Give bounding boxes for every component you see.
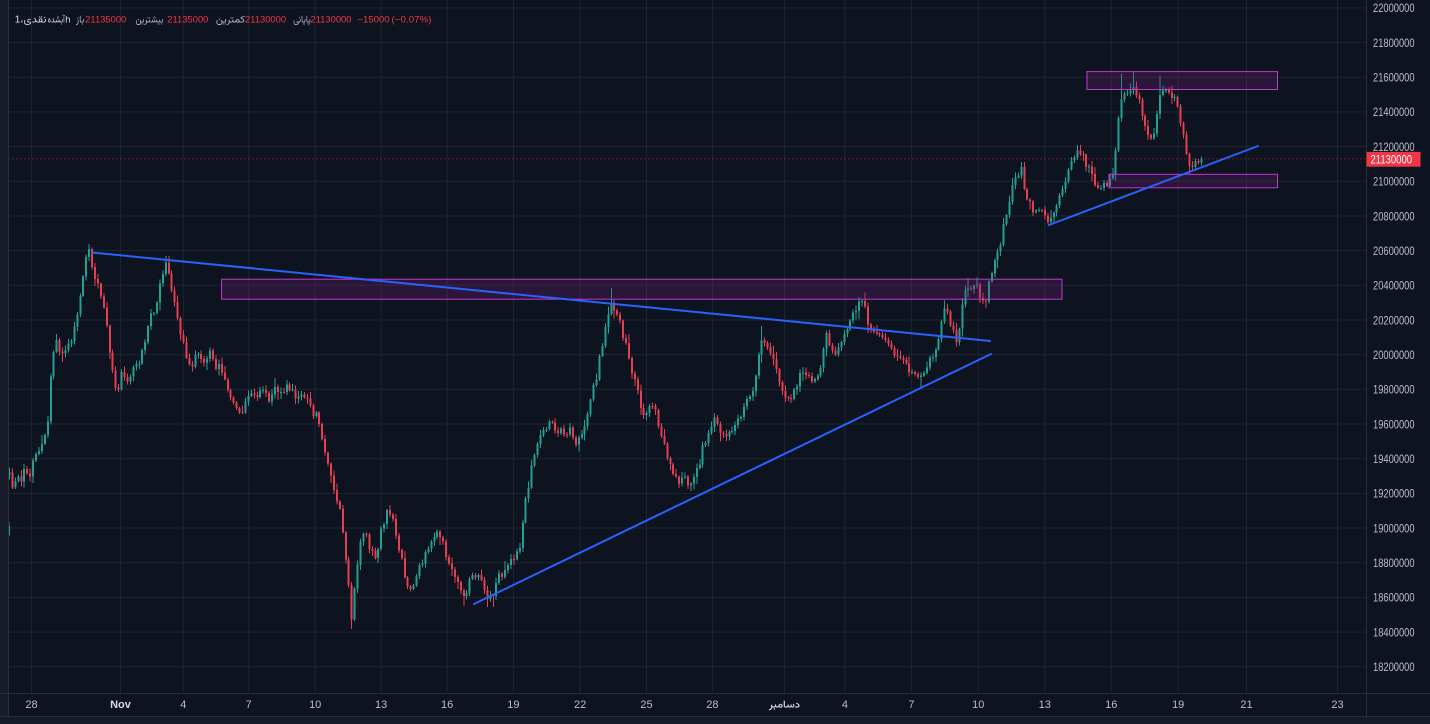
svg-text:23: 23 [1331, 699, 1343, 711]
svg-text:19: 19 [1172, 699, 1184, 711]
svg-text:18600000: 18600000 [1373, 591, 1415, 605]
svg-text:16: 16 [441, 699, 453, 711]
svg-text:25: 25 [640, 699, 652, 711]
svg-text:4: 4 [180, 699, 186, 711]
svg-text:21135000: 21135000 [85, 15, 126, 25]
svg-text:21130000: 21130000 [310, 15, 351, 25]
svg-text:22000000: 22000000 [1373, 1, 1415, 15]
svg-text:28: 28 [25, 699, 37, 711]
svg-text:−15000: −15000 [358, 15, 390, 25]
svg-text:19600000: 19600000 [1373, 417, 1415, 431]
svg-text:21135000: 21135000 [167, 15, 208, 25]
svg-text:(−0.07%): (−0.07%) [392, 15, 432, 25]
svg-text:Nov: Nov [110, 699, 132, 711]
svg-text:20600000: 20600000 [1373, 244, 1415, 258]
svg-text:13: 13 [1039, 699, 1051, 711]
svg-text:h: h [65, 15, 70, 26]
svg-text:18800000: 18800000 [1373, 556, 1415, 570]
svg-text:7: 7 [908, 699, 914, 711]
svg-text:19000000: 19000000 [1373, 521, 1415, 535]
svg-text:18200000: 18200000 [1373, 660, 1415, 674]
svg-text:21600000: 21600000 [1373, 71, 1415, 85]
svg-text:21130000: 21130000 [245, 15, 286, 25]
svg-text:10: 10 [972, 699, 984, 711]
svg-text:21130000: 21130000 [1371, 152, 1413, 166]
svg-text:18400000: 18400000 [1373, 625, 1415, 639]
svg-text:22: 22 [574, 699, 586, 711]
svg-text:19200000: 19200000 [1373, 487, 1415, 501]
svg-text:19800000: 19800000 [1373, 383, 1415, 397]
svg-text:21: 21 [1240, 699, 1252, 711]
svg-text:20000000: 20000000 [1373, 348, 1415, 362]
svg-text:21000000: 21000000 [1373, 175, 1415, 189]
svg-text:21400000: 21400000 [1373, 105, 1415, 119]
svg-text:19400000: 19400000 [1373, 452, 1415, 466]
svg-text:16: 16 [1105, 699, 1117, 711]
svg-text:7: 7 [246, 699, 252, 711]
svg-text:21800000: 21800000 [1373, 36, 1415, 50]
svg-text:13: 13 [375, 699, 387, 711]
svg-text:21200000: 21200000 [1373, 140, 1415, 154]
svg-text:19: 19 [507, 699, 519, 711]
svg-text:20400000: 20400000 [1373, 279, 1415, 293]
svg-text:20800000: 20800000 [1373, 209, 1415, 223]
svg-text:1: 1 [15, 15, 21, 26]
svg-text:28: 28 [706, 699, 718, 711]
svg-text:10: 10 [309, 699, 321, 711]
svg-text:4: 4 [842, 699, 848, 711]
svg-text:20200000: 20200000 [1373, 313, 1415, 327]
